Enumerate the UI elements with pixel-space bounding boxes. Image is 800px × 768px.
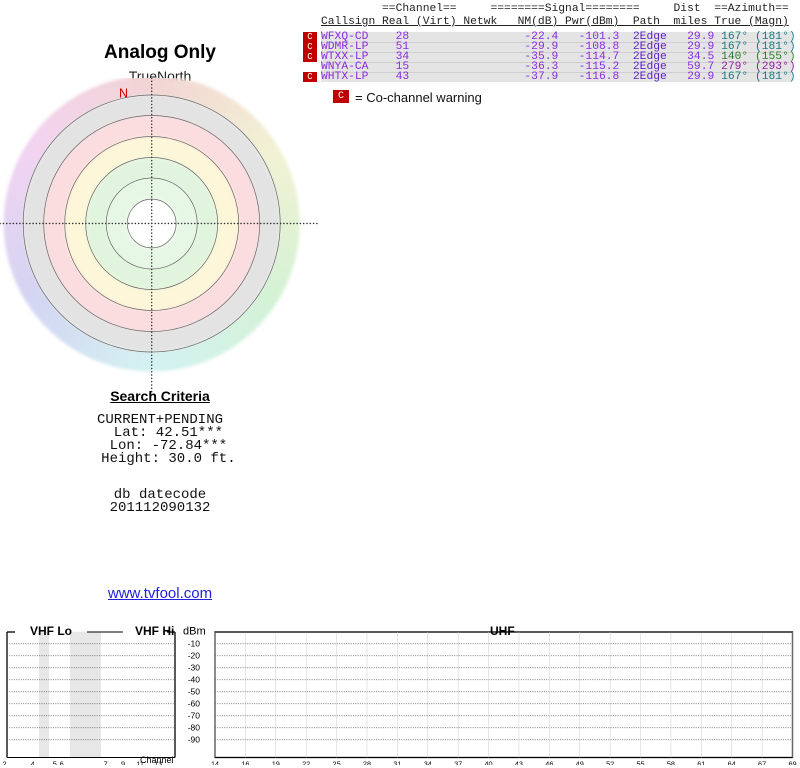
svg-text:31: 31	[393, 760, 401, 766]
svg-text:2: 2	[2, 760, 6, 766]
svg-text:25: 25	[333, 760, 341, 766]
svg-text:34: 34	[424, 760, 432, 766]
svg-text:55: 55	[636, 760, 644, 766]
svg-text:46: 46	[545, 760, 553, 766]
svg-text:-60: -60	[188, 699, 201, 709]
svg-text:64: 64	[728, 760, 736, 766]
svg-text:19: 19	[272, 760, 280, 766]
svg-text:28: 28	[363, 760, 371, 766]
svg-text:-90: -90	[188, 735, 201, 745]
svg-text:16: 16	[241, 760, 249, 766]
svg-text:-10: -10	[188, 639, 201, 649]
svg-text:9: 9	[121, 760, 125, 766]
svg-text:VHF Hi: VHF Hi	[135, 625, 174, 638]
svg-text:7: 7	[104, 760, 108, 766]
svg-text:61: 61	[697, 760, 705, 766]
svg-text:-20: -20	[188, 651, 201, 661]
svg-text:14: 14	[211, 760, 219, 766]
svg-text:Channel: Channel	[140, 755, 174, 765]
svg-text:-80: -80	[188, 723, 201, 733]
svg-text:6: 6	[60, 760, 64, 766]
svg-text:4: 4	[31, 760, 35, 766]
svg-text:58: 58	[667, 760, 675, 766]
svg-text:-70: -70	[188, 711, 201, 721]
svg-text:49: 49	[576, 760, 584, 766]
svg-text:40: 40	[484, 760, 492, 766]
svg-text:69: 69	[788, 760, 796, 766]
svg-text:5: 5	[53, 760, 57, 766]
svg-text:dBm: dBm	[183, 626, 206, 638]
svg-text:VHF Lo: VHF Lo	[30, 625, 72, 638]
svg-text:43: 43	[515, 760, 523, 766]
svg-text:52: 52	[606, 760, 614, 766]
svg-text:67: 67	[758, 760, 766, 766]
svg-text:N: N	[119, 87, 128, 101]
svg-text:37: 37	[454, 760, 462, 766]
svg-text:-40: -40	[188, 675, 201, 685]
svg-text:22: 22	[302, 760, 310, 766]
svg-text:-30: -30	[188, 663, 201, 673]
svg-text:-50: -50	[188, 687, 201, 697]
svg-text:UHF: UHF	[490, 625, 515, 638]
